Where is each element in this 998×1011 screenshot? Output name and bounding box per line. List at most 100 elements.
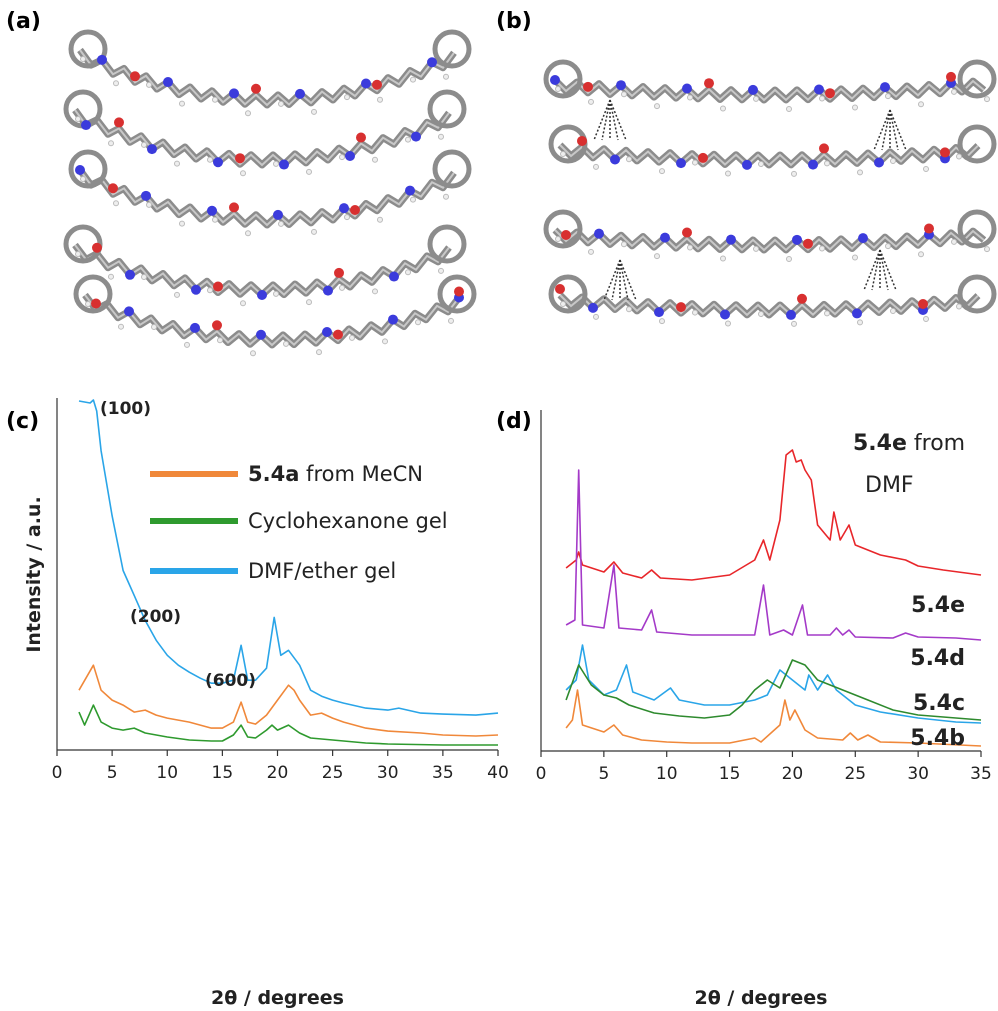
x-tick-label: 10 [656,764,678,784]
atom-n [191,284,201,295]
atom-h [372,288,378,295]
atom-h [824,310,830,317]
atom-h [250,350,256,357]
molecule-ring [427,89,467,129]
molecule-ring [432,149,472,189]
atom-h [179,100,185,107]
atom-n [411,131,421,142]
series-label: 5.4c [913,691,965,716]
atom-h [141,141,147,148]
atom-o [577,135,587,146]
atom-h [923,315,929,322]
y-axis-title: Intensity / a.u. [23,496,45,652]
x-tick-label: 20 [267,763,289,783]
atom-h [984,96,990,103]
peak-annotation: (200) [130,607,181,627]
atom-h [349,334,355,341]
atom-h [725,320,731,327]
hydrogen-bond [609,99,627,141]
atom-h [885,93,891,100]
atom-h [819,95,825,102]
atom-h [438,133,444,140]
atom-h [791,320,797,327]
molecule-ring [957,59,997,99]
peak-annotation: (100) [100,399,151,419]
atom-h [725,170,731,177]
x-tick-label: 25 [322,763,344,783]
data-line [78,399,499,716]
atom-h [278,220,284,227]
atom-o [825,88,835,99]
atom-h [207,287,213,294]
molecule-ring [68,29,108,69]
molecule-bond [74,109,450,167]
atom-h [984,246,990,253]
molecule-ring [548,274,588,314]
hydrogen-bond [863,249,881,291]
atom-n [742,159,752,170]
atom-h [415,319,421,326]
hydrogen-bond [889,109,907,151]
atom-h [852,254,858,261]
atom-h [885,243,891,250]
molecule-ring [427,224,467,264]
atom-h [146,81,152,88]
atom-h [151,323,157,330]
x-tick-label: 15 [212,763,234,783]
atom-n [322,327,332,338]
atom-o [940,147,950,158]
atom-n [874,157,884,168]
atom-n [616,80,626,91]
atom-h [108,140,114,147]
atom-o [251,83,261,94]
x-tick-label: 30 [907,764,929,784]
atom-h [659,168,665,175]
legend-label: DMF/ether gel [248,559,396,583]
x-tick-label: 25 [844,764,866,784]
atom-n [427,57,437,68]
atom-h [626,306,632,313]
molecule-bond [77,167,457,229]
atom-h [377,96,383,103]
molecule-bond [557,142,981,169]
atom-h [824,160,830,167]
atom-o [583,81,593,92]
atom-h [753,95,759,102]
atom-h [918,251,924,258]
x-tick-label: 35 [432,763,454,783]
atom-o [946,71,956,82]
atom-n [720,309,730,320]
data-line [78,704,498,746]
atom-n [345,150,355,161]
x-axis-title: 2θ / degrees [211,987,344,1009]
atom-n [792,234,802,245]
atom-h [240,170,246,177]
atom-o [108,183,118,194]
atom-n [81,120,91,131]
atom-n [682,83,692,94]
atom-h [316,349,322,356]
atom-n [124,306,134,317]
molecule-bond [552,227,987,254]
molecule-bond [559,144,979,167]
atom-h [890,307,896,314]
atom-n [654,307,664,318]
atom-h [918,101,924,108]
atom-n [141,190,151,201]
molecule-ring [543,59,583,99]
atom-h [438,267,444,274]
atom-h [377,216,383,223]
data-line [565,644,982,724]
atom-h [372,156,378,163]
atom-o [555,284,565,294]
atom-h [118,323,124,330]
atom-h [923,165,929,172]
atom-o [114,117,124,128]
hydrogen-bond [619,259,637,301]
atom-h [687,244,693,251]
atom-h [245,110,251,117]
panel-label: (a) [6,9,41,34]
atom-h [753,245,759,252]
atom-o [918,298,928,309]
hydrogen-bond [593,99,611,141]
